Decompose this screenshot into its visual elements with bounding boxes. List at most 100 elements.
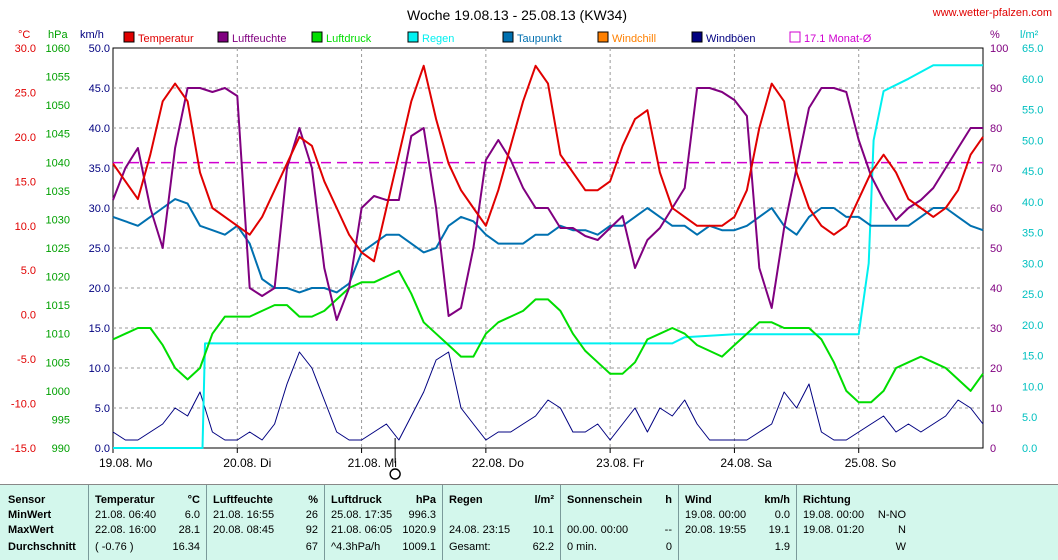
cell-value: 1.9 [774, 541, 790, 553]
table-col: Wind km/h 19.08. 00:00 0.0 20.08. 19:55 19.1 1… [678, 485, 796, 560]
table-row: 22.08. 16:00 28.1 [89, 522, 206, 538]
table-row: Gesamt: 62.2 [443, 539, 560, 555]
hpa-tick-label: 1020 [46, 272, 70, 284]
column-name: Sonnenschein [567, 494, 643, 506]
column-unit: hPa [415, 494, 436, 506]
site-url[interactable]: www.wetter-pfalzen.com [932, 7, 1052, 19]
table-col: Luftdruck hPa 25.08. 17:35 996.3 21.08. 06:0… [324, 485, 442, 560]
legend-swatch [407, 31, 419, 43]
table-row: ^4.3hPa/h 1009.1 [325, 539, 442, 555]
unit-lm2: l/m² [1020, 29, 1039, 41]
table-header: Wind km/h [679, 492, 796, 508]
column-name: Regen [449, 494, 483, 506]
legend-swatch [311, 31, 323, 43]
table-row: 19.08. 00:00 0.0 [679, 507, 796, 523]
table-col: Luftfeuchte% 21.08. 16:55 26 20.08. 08:45 92… [206, 485, 324, 560]
lm2-tick-label: 20.0 [1022, 320, 1043, 332]
legend-label: Taupunkt [517, 33, 562, 45]
kmh-tick-label: 0.0 [95, 443, 110, 455]
pct-tick-label: 80 [990, 123, 1002, 135]
chart-title: Woche 19.08.13 - 25.08.13 (KW34) [407, 7, 627, 23]
x-tick-label: 20.08. Di [223, 456, 271, 470]
temp-tick-label: 30.0 [15, 43, 36, 55]
row-label: MaxWert [8, 524, 54, 536]
temp-tick-label: 5.0 [21, 265, 36, 277]
pct-tick-label: 30 [990, 323, 1002, 335]
grid [112, 47, 984, 449]
hpa-tick-label: 1010 [46, 329, 70, 341]
kmh-tick-label: 5.0 [95, 403, 110, 415]
lm2-tick-label: 60.0 [1022, 74, 1043, 86]
unit-pct: % [990, 29, 1000, 41]
table-row: 21.08. 06:40 6.0 [89, 507, 206, 523]
table-col: Temperatur °C 21.08. 06:40 6.0 22.08. 16:00 2… [88, 485, 206, 560]
kmh-tick-label: 25.0 [89, 243, 110, 255]
legend-swatch [789, 31, 801, 43]
hpa-tick-label: 1040 [46, 157, 70, 169]
cell-time: ^4.3hPa/h [331, 541, 381, 553]
hpa-tick-label: 1005 [46, 357, 70, 369]
series-taupunkt-line [112, 198, 984, 294]
lm2-tick-label: 10.0 [1022, 381, 1043, 393]
cell-value: N-NO [877, 509, 906, 521]
hpa-tick-label: 1030 [46, 214, 70, 226]
cell-value: 996.3 [408, 509, 436, 521]
column-unit: % [308, 494, 318, 506]
table-header: Richtung [797, 492, 912, 508]
legend-label: Luftfeuchte [232, 33, 286, 45]
cell-time: 19.08. 01:20 [803, 524, 865, 536]
table-col-labels: Sensor MinWert MaxWert Durchschnitt [0, 485, 88, 560]
table-row: 21.08. 06:05 1020.9 [325, 522, 442, 538]
lm2-tick-label: 0.0 [1022, 443, 1037, 455]
cell-value: 16.34 [172, 541, 200, 553]
cell-value: 0.0 [774, 509, 790, 521]
column-unit: h [665, 494, 672, 506]
hpa-tick-label: 1035 [46, 186, 70, 198]
cell-time: 20.08. 08:45 [213, 524, 275, 536]
temp-tick-label: 20.0 [15, 132, 36, 144]
series-temperatur-line [112, 64, 984, 263]
kmh-tick-label: 15.0 [89, 323, 110, 335]
legend-label: Windböen [706, 33, 756, 45]
table-header: Regen l/m² [443, 492, 560, 508]
legend-label: 17.1 Monat-Ø [804, 33, 872, 45]
hpa-tick-label: 1060 [46, 43, 70, 55]
lm2-tick-label: 50.0 [1022, 135, 1043, 147]
legend-swatch [597, 31, 609, 43]
series-luftfeuchte-line [112, 87, 983, 321]
cell-time: 19.08. 00:00 [803, 509, 865, 521]
table-row: 67 [207, 539, 324, 555]
legend-swatch [502, 31, 514, 43]
pct-tick-label: 90 [990, 83, 1002, 95]
pct-tick-label: 50 [990, 243, 1002, 255]
lm2-tick-label: 40.0 [1022, 197, 1043, 209]
kmh-tick-label: 45.0 [89, 83, 110, 95]
x-tick-label: 19.08. Mo [99, 456, 153, 470]
column-name: Richtung [803, 494, 851, 506]
table-header: Luftdruck hPa [325, 492, 442, 508]
lm2-tick-label: 15.0 [1022, 351, 1043, 363]
series-regen-line [113, 64, 983, 449]
kmh-tick-label: 30.0 [89, 203, 110, 215]
stats-table: Sensor MinWert MaxWert Durchschnitt Temperat… [0, 484, 1058, 560]
cell-value: 10.1 [532, 524, 554, 536]
axes: 30.0 25.0 20.0 15.0 10.0 5.0 0.0 -5.0 -10.0 -15.0… [11, 43, 1043, 480]
kmh-tick-label: 20.0 [89, 283, 110, 295]
table-row [561, 507, 678, 523]
column-name: Wind [685, 494, 712, 506]
cell-time: 19.08. 00:00 [685, 509, 747, 521]
x-tick-label: 24.08. Sa [720, 456, 772, 470]
cell-value: 67 [305, 541, 318, 553]
pct-tick-label: 60 [990, 203, 1002, 215]
cell-value: 19.1 [768, 524, 790, 536]
cell-time: 22.08. 16:00 [95, 524, 157, 536]
cell-time: Gesamt: [449, 541, 491, 553]
cell-value: 62.2 [532, 541, 554, 553]
cell-value: 6.0 [184, 509, 200, 521]
legend: Temperatur Luftfeuchte Luftdruck Regen Taupu… [123, 31, 872, 45]
table-header: Luftfeuchte% [207, 492, 324, 508]
table-col: Richtung 19.08. 00:00 N-NO 19.08. 01:20 N W [796, 485, 912, 560]
temp-tick-label: 25.0 [15, 87, 36, 99]
cell-time: 21.08. 06:40 [95, 509, 157, 521]
cell-value: 1020.9 [402, 524, 436, 536]
